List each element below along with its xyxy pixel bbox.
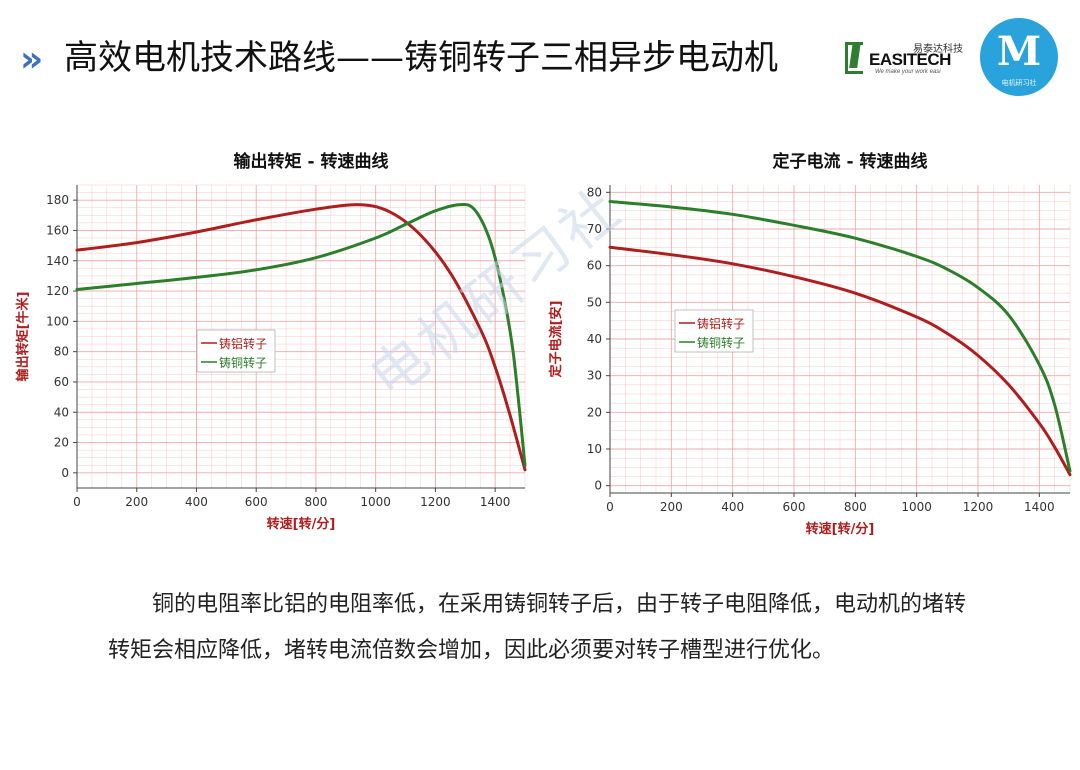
y-tick-label: 80 xyxy=(54,345,69,359)
y-axis-title: 定子电流[安] xyxy=(548,301,564,379)
x-tick-label: 200 xyxy=(125,495,148,509)
y-tick-label: 70 xyxy=(587,222,602,236)
x-axis-title: 转速[转/分] xyxy=(267,516,336,532)
x-tick-label: 800 xyxy=(304,495,327,509)
x-tick-label: 1000 xyxy=(360,495,391,509)
torque-speed-chart: 0 200 400 600 800 1000 1200 1400 0 20 40 60 80 100 120… xyxy=(15,151,527,532)
series-line xyxy=(75,203,527,467)
y-tick-label: 100 xyxy=(46,314,69,328)
easitech-cn-name: 易泰达科技 xyxy=(913,44,963,55)
x-tick-label: 0 xyxy=(606,500,614,514)
legend-label: 铸铝转子 xyxy=(219,336,267,351)
x-tick-label: 400 xyxy=(185,495,208,509)
y-tick-label: 20 xyxy=(587,405,602,419)
x-tick-label: 1400 xyxy=(480,495,511,509)
x-tick-label: 1200 xyxy=(963,500,994,514)
x-tick-label: 400 xyxy=(721,500,744,514)
easitech-name: EASITECH xyxy=(869,50,951,69)
legend-box xyxy=(674,309,754,353)
body-paragraph: 铜的电阻率比铝的电阻率低，在采用铸铜转子后，由于转子电阻降低，电动机的堵转转矩会… xyxy=(108,592,967,663)
y-tick-label: 40 xyxy=(587,332,602,346)
x-tick-label: 200 xyxy=(660,500,683,514)
y-tick-label: 20 xyxy=(54,436,69,450)
y-tick-label: 80 xyxy=(587,185,602,199)
y-tick-label: 30 xyxy=(587,369,602,383)
x-tick-label: 600 xyxy=(783,500,806,514)
body-text: 铜的电阻率比铝的电阻率低，在采用铸铜转子后，由于转子电阻降低，电动机的堵转转矩会… xyxy=(108,582,968,674)
x-tick-label: 1400 xyxy=(1024,500,1055,514)
y-tick-label: 0 xyxy=(61,466,69,480)
x-tick-label: 800 xyxy=(844,500,867,514)
slide-header: » 高效电机技术路线——铸铜转子三相异步电动机 易泰达科技 EASITECH W… xyxy=(0,0,1080,110)
double-chevron-icon: » xyxy=(20,39,43,80)
club-logo-caption: 电机研习社 xyxy=(1001,79,1037,87)
easitech-logo: 易泰达科技 EASITECH We make your work easi xyxy=(845,40,963,80)
y-tick-label: 0 xyxy=(594,479,602,493)
legend-box xyxy=(196,329,276,373)
y-tick-label: 40 xyxy=(54,405,69,419)
x-tick-label: 1200 xyxy=(420,495,451,509)
series-line xyxy=(75,203,527,472)
y-tick-label: 180 xyxy=(46,193,69,207)
club-logo: M 电机研习社 xyxy=(980,18,1058,96)
x-tick-label: 600 xyxy=(245,495,268,509)
x-axis-title: 转速[转/分] xyxy=(806,521,875,537)
club-logo-letter: M xyxy=(996,28,1042,75)
y-tick-label: 160 xyxy=(46,223,69,237)
chart-title: 定子电流 - 转速曲线 xyxy=(773,151,928,172)
slide-title: 高效电机技术路线——铸铜转子三相异步电动机 xyxy=(64,38,778,78)
y-tick-label: 140 xyxy=(46,254,69,268)
y-tick-label: 60 xyxy=(54,375,69,389)
current-speed-chart: 0 200 400 600 800 1000 1200 1400 0 10 20 30 40 50 60 70… xyxy=(548,151,1072,537)
y-tick-label: 60 xyxy=(587,259,602,273)
x-tick-label: 1000 xyxy=(901,500,932,514)
y-tick-label: 50 xyxy=(587,295,602,309)
chart-title: 输出转矩 - 转速曲线 xyxy=(234,151,389,172)
legend-label: 铸铜转子 xyxy=(697,335,745,350)
y-tick-label: 10 xyxy=(587,442,602,456)
y-axis-title: 输出转矩[牛米] xyxy=(15,292,31,382)
legend-label: 铸铝转子 xyxy=(697,316,745,331)
x-tick-label: 0 xyxy=(73,495,81,509)
y-tick-label: 120 xyxy=(46,284,69,298)
legend-label: 铸铜转子 xyxy=(219,355,267,370)
series-line xyxy=(608,245,1072,477)
easitech-tagline: We make your work easi xyxy=(875,69,941,75)
series-line xyxy=(608,200,1072,473)
